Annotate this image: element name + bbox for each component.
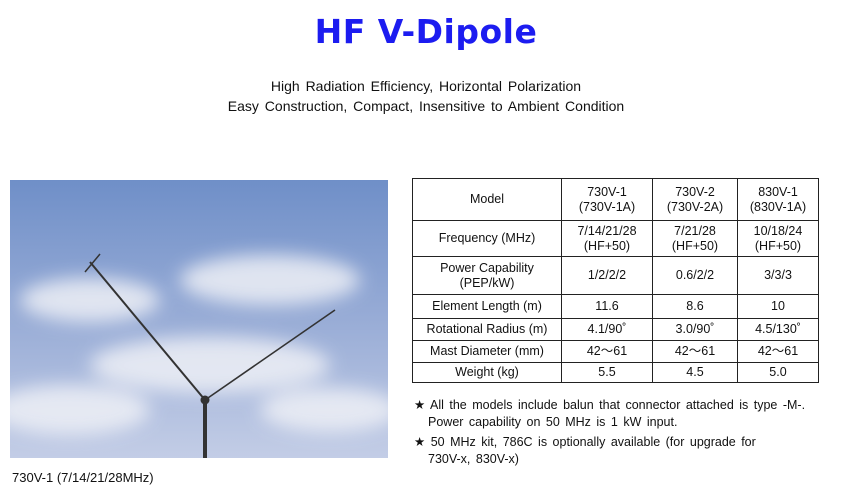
cell-line: Frequency (MHz) xyxy=(438,231,536,245)
cell-line: (HF+50) xyxy=(583,238,631,253)
cell-line: 730V-2 xyxy=(675,184,715,199)
cell-line: 7/14/21/28 xyxy=(577,223,637,238)
cell-line: (730V-1A) xyxy=(578,199,636,214)
cell-value: 42～61 xyxy=(561,340,653,363)
star-icon: ★ xyxy=(414,435,426,449)
cell-value: 42～61 xyxy=(652,340,738,363)
table-row: Element Length (m) 11.6 8.6 10 xyxy=(412,294,819,319)
cell-value: 4.5 xyxy=(652,362,738,383)
note-line: 730V-x, 830V-x) xyxy=(414,451,805,468)
note-text: 50 MHz kit, 786C is optionally available… xyxy=(430,435,756,449)
cell-line: 8.6 xyxy=(686,299,704,313)
cell-line: Weight (kg) xyxy=(455,365,519,379)
cell-line: 5.5 xyxy=(598,365,616,379)
row-label: Power Capability (PEP/kW) xyxy=(412,256,562,295)
cell-line: 11.6 xyxy=(595,299,619,313)
table-row: Weight (kg) 5.5 4.5 5.0 xyxy=(412,362,819,383)
cell-line: 10/18/24 xyxy=(753,223,803,238)
subtitle-line-1: High Radiation Efficiency, Horizontal Po… xyxy=(270,78,582,94)
cell-value: 730V-2 (730V-2A) xyxy=(652,178,738,221)
cell-value: 3/3/3 xyxy=(737,256,819,295)
cell-line: (730V-2A) xyxy=(666,199,724,214)
cell-value: 10/18/24 (HF+50) xyxy=(737,220,819,257)
note-line: Power capability on 50 MHz is 1 kW input… xyxy=(414,414,805,431)
cell-value: 5.5 xyxy=(561,362,653,383)
cell-value: 1/2/2/2 xyxy=(561,256,653,295)
table-row: Mast Diameter (mm) 42～61 42～61 42～61 xyxy=(412,340,819,363)
note-text: Power capability on 50 MHz is 1 kW input… xyxy=(428,415,678,429)
cell-line: (830V-1A) xyxy=(749,199,807,214)
clouds xyxy=(10,255,388,435)
row-label: Frequency (MHz) xyxy=(412,220,562,257)
cell-line: 1/2/2/2 xyxy=(587,268,627,282)
cell-value: 42～61 xyxy=(737,340,819,363)
row-label: Element Length (m) xyxy=(412,294,562,319)
cell-line: 42～61 xyxy=(757,344,799,358)
cell-value: 5.0 xyxy=(737,362,819,383)
star-icon: ★ xyxy=(414,398,426,412)
cell-value: 830V-1 (830V-1A) xyxy=(737,178,819,221)
note-item: ★ 50 MHz kit, 786C is optionally availab… xyxy=(414,434,805,468)
cell-line: 4.5 xyxy=(686,365,704,379)
row-label: Mast Diameter (mm) xyxy=(412,340,562,363)
cell-line: 42～61 xyxy=(674,344,716,358)
cell-line: 3/3/3 xyxy=(764,268,792,282)
cell-value: 4.5/130˚ xyxy=(737,318,819,341)
table-row: Frequency (MHz) 7/14/21/28 (HF+50) 7/21/28(… xyxy=(412,220,819,257)
cell-line: Model xyxy=(469,192,505,206)
antenna-photo xyxy=(10,180,388,458)
cell-line: Element Length (m) xyxy=(432,299,542,313)
cell-line: 7/21/28 xyxy=(674,223,716,238)
row-label: Model xyxy=(412,178,562,221)
page-title: HF V-Dipole xyxy=(314,12,538,51)
cell-line: 10 xyxy=(771,299,785,313)
table-row: Rotational Radius (m) 4.1/90˚ 3.0/90˚ 4.5/1… xyxy=(412,318,819,341)
row-label: Rotational Radius (m) xyxy=(412,318,562,341)
cell-line: 730V-1 xyxy=(587,184,627,199)
table-row: Model 730V-1 (730V-1A) 730V-2 (730V-2A) 830V-… xyxy=(412,178,819,221)
cell-line: 4.1/90˚ xyxy=(587,322,627,336)
note-text: All the models include balun that connec… xyxy=(430,398,806,412)
cell-line: 5.0 xyxy=(769,365,787,379)
note-line: ★ All the models include balun that conn… xyxy=(414,397,805,414)
cell-value: 11.6 xyxy=(561,294,653,319)
note-line: ★ 50 MHz kit, 786C is optionally availab… xyxy=(414,434,805,451)
spec-table: Model 730V-1 (730V-1A) 730V-2 (730V-2A) 830V-… xyxy=(412,178,819,383)
cell-line: (PEP/kW) xyxy=(459,275,515,290)
cell-value: 730V-1 (730V-1A) xyxy=(561,178,653,221)
cell-line: Power Capability xyxy=(440,260,534,275)
cell-line: Mast Diameter (mm) xyxy=(430,344,544,358)
cell-value: 7/14/21/28 (HF+50) xyxy=(561,220,653,257)
cell-line: 830V-1 xyxy=(758,184,798,199)
cell-value: 0.6/2/2 xyxy=(652,256,738,295)
cell-line: (HF+50) xyxy=(754,238,802,253)
cell-value: 10 xyxy=(737,294,819,319)
cell-value: 8.6 xyxy=(652,294,738,319)
cell-line: 42～61 xyxy=(586,344,628,358)
cell-line: (HF+50) xyxy=(671,238,719,253)
cell-value: 3.0/90˚ xyxy=(652,318,738,341)
cell-value: 7/21/28 (HF+50) xyxy=(652,220,738,257)
row-label: Weight (kg) xyxy=(412,362,562,383)
antenna xyxy=(84,253,336,458)
cell-line: 4.5/130˚ xyxy=(755,322,801,336)
photo-caption: 730V-1 (7/14/21/28MHz) xyxy=(12,470,154,485)
note-text: 730V-x, 830V-x) xyxy=(428,452,519,466)
cell-line: Rotational Radius (m) xyxy=(426,322,548,336)
cell-value: 4.1/90˚ xyxy=(561,318,653,341)
note-item: ★ All the models include balun that conn… xyxy=(414,397,805,431)
notes: ★ All the models include balun that conn… xyxy=(414,397,805,471)
subtitle-line-2: Easy Construction, Compact, Insensitive … xyxy=(227,98,625,114)
table-row: Power Capability (PEP/kW) 1/2/2/2 0.6/2/2 3/… xyxy=(412,256,819,295)
cell-line: 3.0/90˚ xyxy=(675,322,715,336)
cell-line: 0.6/2/2 xyxy=(675,268,715,282)
